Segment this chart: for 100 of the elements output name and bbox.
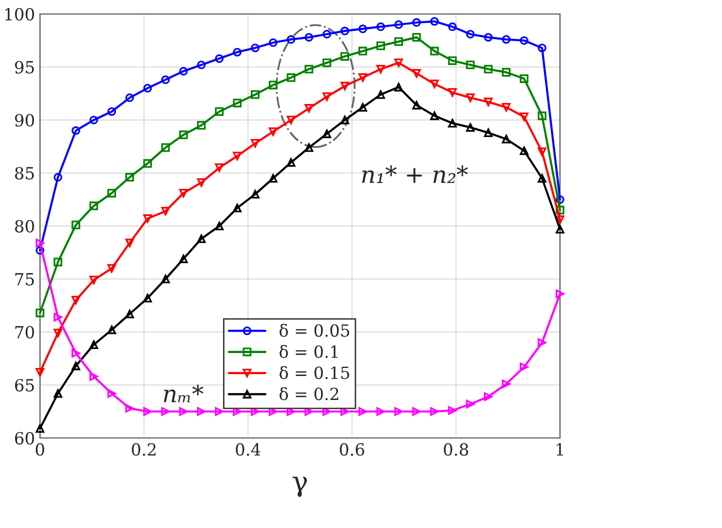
point: [125, 238, 134, 248]
point: [54, 389, 62, 398]
point: [520, 112, 528, 122]
point: [448, 118, 457, 128]
point: [448, 56, 457, 65]
point: [502, 68, 511, 77]
point: [466, 30, 475, 38]
point: [430, 407, 439, 416]
point: [268, 38, 278, 47]
point: [268, 127, 278, 136]
point: [72, 348, 80, 358]
point: [36, 368, 44, 377]
point: [36, 246, 44, 255]
point: [376, 41, 386, 50]
point: [358, 102, 368, 112]
point: [394, 37, 403, 46]
point: [214, 54, 224, 63]
point: [54, 328, 62, 338]
point: [107, 188, 116, 198]
point: [556, 195, 564, 204]
point: [214, 163, 224, 172]
point: [322, 92, 332, 101]
point: [107, 107, 116, 116]
point: [161, 206, 170, 216]
annotation: nₘ*: [164, 384, 204, 402]
point: [340, 52, 350, 61]
legend-label: δ = 0.15: [280, 366, 350, 380]
point: [394, 82, 403, 92]
point: [376, 90, 386, 99]
point: [54, 172, 62, 182]
point: [232, 204, 242, 212]
point: [358, 46, 368, 56]
point: [304, 143, 314, 152]
point: [340, 26, 350, 36]
point: [179, 130, 188, 140]
point: [340, 116, 350, 124]
point: [89, 276, 98, 284]
point: [502, 102, 511, 112]
point: [538, 338, 546, 347]
point: [412, 100, 421, 110]
point: [502, 380, 511, 388]
point: [72, 296, 80, 305]
point: [556, 215, 564, 224]
point: [448, 406, 457, 415]
point: [322, 30, 332, 38]
point: [466, 93, 475, 102]
point: [143, 159, 152, 168]
y-tick-label: 85: [15, 166, 34, 180]
point: [466, 400, 475, 408]
point: [232, 48, 242, 56]
point: [376, 22, 386, 32]
point: [340, 82, 350, 90]
point: [250, 190, 260, 199]
point: [143, 294, 152, 302]
point: [556, 206, 564, 214]
point: [412, 69, 421, 78]
point: [322, 129, 332, 138]
y-tick-label: 90: [14, 114, 34, 127]
point: [502, 134, 511, 144]
point: [286, 158, 296, 167]
point: [36, 424, 44, 433]
point: [538, 147, 546, 156]
point: [125, 404, 134, 413]
point: [484, 33, 493, 42]
point: [179, 407, 188, 416]
point: [36, 238, 44, 248]
point: [358, 73, 368, 82]
point: [538, 174, 546, 183]
legend-label: δ = 0.2: [280, 387, 338, 400]
annotation: n₁* + n₂*: [362, 165, 468, 183]
x-tick-label: 1: [556, 443, 563, 456]
point: [286, 73, 296, 82]
y-tick-label: 70: [15, 326, 34, 339]
point: [250, 90, 260, 99]
point: [214, 107, 224, 116]
point: [250, 139, 260, 148]
point: [268, 80, 278, 90]
point: [358, 24, 368, 34]
point: [36, 308, 44, 318]
point: [322, 58, 332, 68]
point: [214, 222, 224, 230]
point: [412, 18, 421, 27]
point: [484, 64, 493, 74]
y-tick-label: 75: [15, 273, 34, 286]
legend-label: δ = 0.1: [280, 344, 338, 358]
point: [107, 326, 116, 334]
point: [430, 111, 439, 120]
point: [89, 202, 98, 210]
point: [286, 35, 296, 44]
point: [143, 84, 152, 93]
point: [520, 146, 528, 156]
point: [502, 35, 511, 44]
point: [448, 88, 457, 97]
point: [556, 224, 564, 234]
point: [197, 120, 206, 130]
point: [466, 60, 475, 70]
point: [89, 116, 98, 124]
y-tick-label: 65: [15, 378, 34, 392]
point: [161, 274, 170, 284]
point: [286, 116, 296, 124]
